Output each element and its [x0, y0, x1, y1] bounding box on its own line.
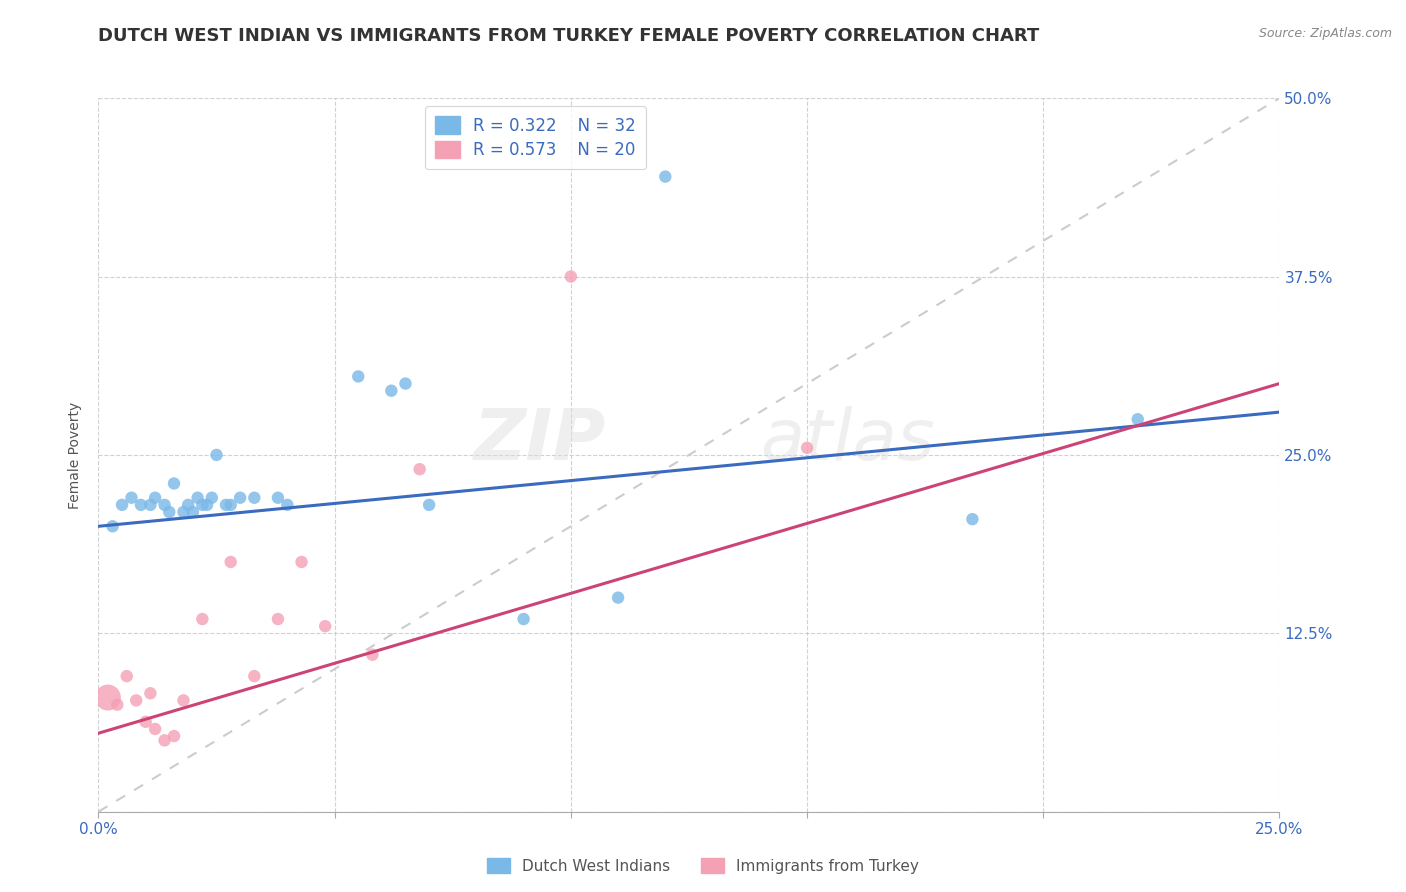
Point [143, 722, 166, 736]
Point [115, 669, 138, 683]
Point [267, 612, 290, 626]
Point [215, 498, 238, 512]
Point [205, 448, 228, 462]
Point [135, 714, 157, 729]
Point [157, 505, 180, 519]
Point [962, 512, 984, 526]
Legend: Dutch West Indians, Immigrants from Turkey: Dutch West Indians, Immigrants from Turk… [481, 852, 925, 880]
Point [267, 491, 290, 505]
Point [172, 693, 194, 707]
Point [163, 476, 186, 491]
Y-axis label: Female Poverty: Female Poverty [69, 401, 83, 508]
Point [187, 491, 209, 505]
Point [139, 498, 162, 512]
Point [380, 384, 402, 398]
Point [243, 491, 266, 505]
Point [408, 462, 430, 476]
Text: ZIP: ZIP [474, 406, 606, 475]
Point [111, 498, 134, 512]
Point [201, 491, 224, 505]
Point [219, 498, 242, 512]
Point [394, 376, 416, 391]
Point [139, 686, 162, 700]
Point [347, 369, 370, 384]
Point [1126, 412, 1149, 426]
Point [143, 491, 166, 505]
Text: Source: ZipAtlas.com: Source: ZipAtlas.com [1258, 27, 1392, 40]
Point [153, 733, 176, 747]
Point [181, 505, 204, 519]
Point [607, 591, 630, 605]
Point [163, 729, 186, 743]
Point [243, 669, 266, 683]
Point [361, 648, 384, 662]
Point [105, 698, 128, 712]
Point [191, 612, 214, 626]
Point [512, 612, 534, 626]
Point [314, 619, 336, 633]
Point [121, 491, 143, 505]
Point [276, 498, 298, 512]
Point [97, 690, 120, 705]
Point [195, 498, 218, 512]
Point [191, 498, 214, 512]
Point [560, 269, 582, 284]
Point [125, 693, 148, 707]
Point [153, 498, 176, 512]
Point [229, 491, 252, 505]
Point [219, 555, 242, 569]
Text: atlas: atlas [759, 406, 935, 475]
Point [290, 555, 312, 569]
Point [796, 441, 818, 455]
Point [654, 169, 676, 184]
Point [418, 498, 440, 512]
Point [172, 505, 194, 519]
Legend: R = 0.322    N = 32, R = 0.573    N = 20: R = 0.322 N = 32, R = 0.573 N = 20 [425, 106, 645, 169]
Point [129, 498, 152, 512]
Point [177, 498, 200, 512]
Point [101, 519, 124, 533]
Text: DUTCH WEST INDIAN VS IMMIGRANTS FROM TURKEY FEMALE POVERTY CORRELATION CHART: DUTCH WEST INDIAN VS IMMIGRANTS FROM TUR… [98, 27, 1039, 45]
